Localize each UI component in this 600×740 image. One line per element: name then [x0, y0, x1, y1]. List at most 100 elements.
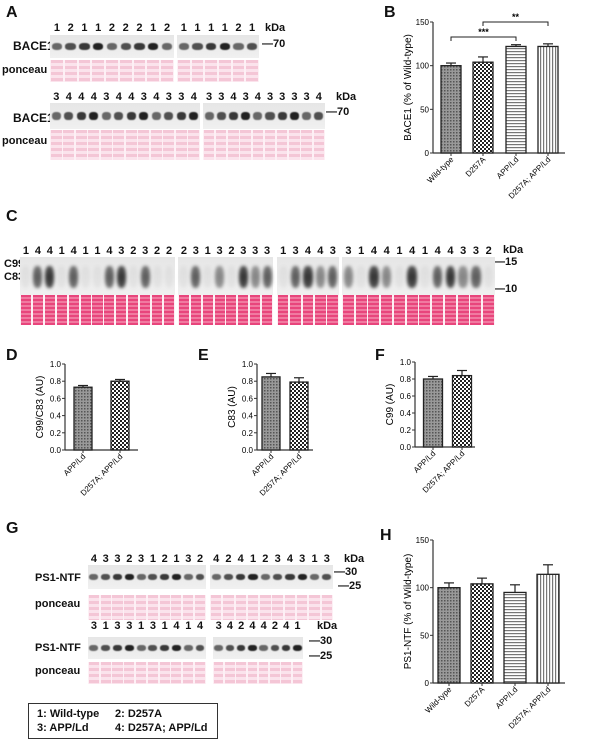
protein-band — [33, 266, 43, 288]
ponceau-lane — [213, 662, 224, 684]
y-tick-label: 0.2 — [400, 426, 412, 435]
protein-band — [420, 266, 430, 288]
ponceau-lane — [183, 595, 194, 620]
protein-band — [152, 266, 162, 288]
ponceau-lane — [302, 295, 314, 325]
x-tick-label: APP/Ld — [62, 452, 88, 478]
ponceau-label: ponceau — [2, 64, 48, 76]
c83-label: C83 — [4, 271, 25, 283]
significance-bracket — [482, 21, 549, 26]
protein-band — [214, 645, 223, 651]
protein-band — [79, 43, 90, 50]
protein-band — [93, 43, 104, 50]
lane-number: 3 — [126, 620, 133, 632]
protein-band — [136, 574, 146, 580]
ponceau-lane — [100, 130, 112, 160]
lane-number: 3 — [279, 91, 286, 103]
protein-band — [248, 645, 257, 651]
ponceau-stain — [277, 295, 339, 325]
ponceau-lane — [136, 662, 147, 684]
protein-band — [65, 43, 76, 50]
ponceau-lane — [64, 60, 77, 82]
significance-bracket — [450, 36, 517, 41]
western-blot — [88, 637, 206, 659]
ponceau-lane — [183, 662, 194, 684]
kda-label: kDa — [265, 22, 286, 34]
ponceau-lane — [262, 295, 273, 325]
ponceau-lane — [75, 130, 87, 160]
ponceau-lane — [195, 662, 206, 684]
ponceau-lane — [133, 60, 146, 82]
protein-band — [281, 645, 291, 651]
protein-band — [172, 574, 181, 580]
protein-band — [176, 112, 186, 120]
y-tick-label: 0 — [425, 149, 430, 158]
protein-band — [211, 574, 221, 580]
ponceau-lane — [32, 295, 43, 325]
ponceau-stain — [20, 295, 175, 325]
y-tick-label: 0.0 — [400, 443, 412, 452]
protein-band — [278, 266, 288, 288]
ponceau-lane — [159, 662, 170, 684]
bar — [505, 45, 527, 154]
lane-number: 4 — [46, 245, 53, 257]
protein-band — [265, 112, 275, 120]
ponceau-lane — [124, 595, 135, 620]
lane-number: 3 — [192, 245, 199, 257]
ponceau-lane — [106, 60, 118, 82]
lane-number: 2 — [485, 245, 492, 257]
ps1-ntf-label: PS1-NTF — [35, 572, 81, 584]
protein-band — [277, 112, 287, 120]
ponceau-lane — [100, 595, 111, 620]
western-blot — [213, 637, 303, 659]
protein-band — [471, 266, 481, 288]
ponceau-lane — [270, 662, 280, 684]
protein-band — [21, 266, 31, 288]
ponceau-stain — [213, 662, 303, 684]
protein-band — [134, 43, 145, 50]
ponceau-lane — [178, 60, 190, 82]
protein-band — [241, 112, 251, 120]
y-tick-label: 0.6 — [400, 392, 412, 401]
y-tick-label: 150 — [416, 536, 430, 545]
protein-band — [124, 645, 134, 651]
ponceau-lane — [226, 295, 237, 325]
ponceau-lane — [161, 60, 173, 82]
protein-band — [114, 112, 124, 120]
ponceau-lane — [202, 295, 213, 325]
protein-band — [293, 645, 302, 651]
bar — [261, 376, 281, 451]
panel-label-f: F — [375, 347, 385, 364]
lane-number: 2 — [262, 553, 269, 565]
legend-item-1: 1: Wild-type — [37, 708, 100, 720]
c99-label: C99 — [4, 258, 25, 270]
ponceau-lane — [100, 662, 111, 684]
bace1-label: BACE1 — [13, 39, 54, 53]
x-tick-label: APP/Ld — [250, 452, 276, 478]
western-blot — [50, 35, 174, 58]
ponceau-lane — [159, 595, 170, 620]
ponceau-lane — [175, 130, 187, 160]
lane-number: 4 — [230, 91, 237, 103]
protein-band — [183, 574, 193, 580]
y-tick-label: 1.0 — [400, 358, 412, 367]
ponceau-lane — [315, 295, 326, 325]
ponceau-lane — [309, 595, 320, 620]
y-tick-label: 150 — [416, 18, 430, 27]
ponceau-lane — [140, 295, 151, 325]
protein-band — [226, 266, 236, 288]
ponceau-lane — [483, 295, 495, 325]
protein-band — [128, 266, 138, 288]
lane-number: 2 — [165, 245, 173, 257]
ponceau-lane — [125, 130, 137, 160]
legend-item-2: 2: D257A — [115, 708, 163, 720]
protein-band — [93, 266, 102, 288]
bace1-label: BACE1 — [13, 111, 54, 125]
western-blot — [88, 565, 206, 589]
ponceau-lane — [190, 295, 201, 325]
lane-number: 4 — [434, 245, 441, 257]
ponceau-stain — [50, 130, 200, 160]
ponceau-stain — [210, 595, 333, 620]
